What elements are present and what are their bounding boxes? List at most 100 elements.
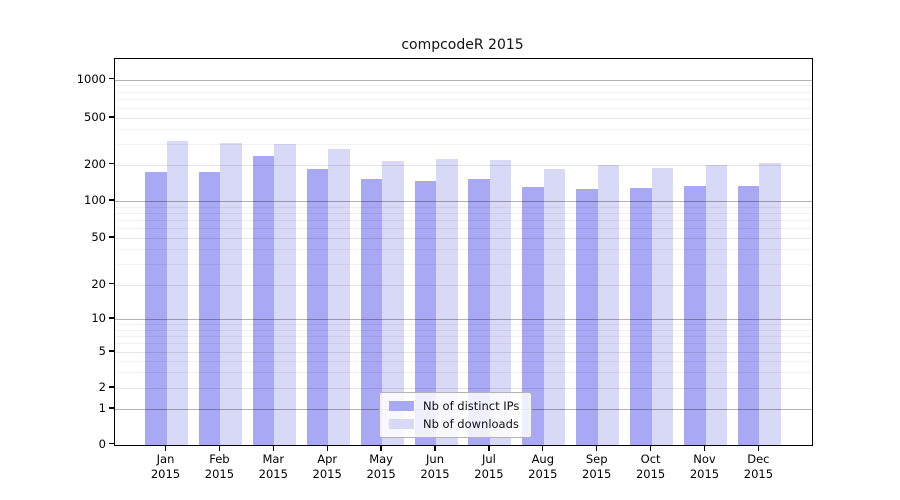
legend: Nb of distinct IPs Nb of downloads: [379, 392, 533, 438]
y-tick-label-100: 100: [84, 193, 106, 207]
grid-line-500: [115, 118, 812, 119]
y-tick-mark: [108, 282, 114, 285]
bar-distinct-ips-dec: [737, 185, 760, 445]
legend-item-downloads: Nb of downloads: [389, 417, 519, 431]
grid-line-100: [115, 201, 812, 202]
grid-line-1000: [115, 79, 812, 81]
grid-line-7: [115, 335, 812, 337]
x-tick-mark: [272, 445, 274, 451]
grid-line-6: [115, 343, 812, 345]
grid-line-70: [115, 220, 812, 222]
bar-distinct-ips-nov: [684, 186, 706, 445]
bar-distinct-ips-may: [360, 178, 383, 445]
x-tick-label-dec: Dec 2015: [743, 452, 774, 481]
x-tick-mark: [542, 445, 544, 451]
y-tick-label-2: 2: [98, 380, 106, 394]
x-tick-mark: [434, 445, 436, 451]
bar-downloads-aug: [543, 168, 566, 445]
y-tick-mark: [108, 199, 114, 201]
bar-downloads-dec: [759, 163, 781, 445]
grid-line-40: [115, 249, 812, 251]
grid-line-4: [115, 360, 812, 362]
legend-swatch-downloads-icon: [389, 419, 414, 429]
x-tick-mark: [757, 445, 760, 451]
plot-area: Nb of distinct IPs Nb of downloads: [114, 58, 813, 446]
bar-downloads-feb: [220, 142, 242, 445]
x-tick-label-nov: Nov 2015: [689, 452, 720, 481]
grid-line-5: [115, 352, 812, 353]
bar-distinct-ips-jun: [414, 180, 436, 445]
x-tick-mark: [326, 445, 328, 451]
y-tick-label-200: 200: [84, 156, 106, 171]
legend-item-distinct-ips: Nb of distinct IPs: [389, 399, 519, 413]
bar-distinct-ips-feb: [198, 171, 221, 445]
y-tick-mark: [108, 442, 114, 445]
y-tick-label-1: 1: [98, 401, 106, 415]
y-tick-label-0: 0: [98, 436, 106, 451]
x-tick-mark: [703, 445, 706, 451]
grid-line-20: [115, 284, 812, 286]
x-tick-label-apr: Apr 2015: [312, 452, 342, 481]
bar-downloads-jun: [436, 159, 458, 445]
bar-distinct-ips-mar: [252, 156, 275, 445]
grid-line-800: [115, 91, 812, 93]
bar-distinct-ips-jul: [468, 179, 490, 445]
bar-downloads-sep: [597, 165, 620, 445]
y-tick-label-1000: 1000: [76, 71, 106, 86]
y-tick-mark: [108, 386, 114, 388]
bar-distinct-ips-oct: [630, 188, 652, 445]
x-tick-mark: [596, 445, 598, 451]
grid-line-10: [115, 319, 812, 320]
bar-downloads-mar: [274, 144, 296, 445]
bars-layer: [115, 59, 812, 445]
grid-line-200: [115, 164, 812, 166]
legend-swatch-distinct-ips-icon: [389, 401, 414, 411]
bar-distinct-ips-sep: [576, 189, 598, 445]
x-tick-label-jul: Jul 2015: [474, 452, 504, 481]
bar-downloads-may: [382, 161, 404, 445]
x-tick-mark: [164, 445, 167, 451]
x-tick-label-jan: Jan 2015: [150, 452, 181, 481]
grid-line-400: [115, 129, 812, 131]
legend-label-distinct-ips: Nb of distinct IPs: [423, 399, 520, 413]
grid-line-3: [115, 372, 812, 374]
grid-line-60: [115, 228, 812, 230]
grid-line-90: [115, 206, 812, 208]
y-tick-mark: [108, 162, 114, 165]
grid-layer: [115, 59, 812, 445]
y-tick-mark: [108, 317, 114, 319]
bar-distinct-ips-jan: [145, 171, 167, 445]
bar-downloads-oct: [651, 168, 674, 445]
grid-line-300: [115, 143, 812, 145]
y-tick-label-20: 20: [91, 276, 106, 291]
bar-downloads-nov: [705, 164, 727, 445]
bar-distinct-ips-aug: [522, 187, 544, 445]
x-tick-label-mar: Mar 2015: [258, 452, 288, 481]
bar-distinct-ips-apr: [306, 168, 329, 445]
grid-line-700: [115, 99, 812, 101]
grid-line-30: [115, 263, 812, 265]
y-tick-label-5: 5: [98, 344, 106, 358]
y-tick-mark: [108, 116, 114, 118]
grid-line-2: [115, 388, 812, 389]
y-tick-mark: [108, 407, 114, 409]
grid-line-80: [115, 212, 812, 214]
grid-line-50: [115, 238, 812, 239]
bar-downloads-jul: [489, 160, 512, 445]
x-tick-label-aug: Aug 2015: [528, 452, 558, 481]
y-tick-mark: [108, 236, 114, 238]
x-tick-mark: [649, 445, 652, 451]
grid-line-9: [115, 324, 812, 326]
x-tick-mark: [218, 445, 221, 451]
y-tick-label-50: 50: [91, 230, 106, 244]
chart-title: compcodeR 2015: [401, 37, 524, 53]
y-tick-label-500: 500: [84, 110, 106, 124]
x-tick-label-oct: Oct 2015: [635, 452, 666, 481]
grid-line-900: [115, 85, 812, 87]
x-tick-label-may: May 2015: [366, 452, 396, 481]
x-tick-label-feb: Feb 2015: [204, 452, 235, 481]
bar-downloads-apr: [328, 148, 350, 445]
x-tick-mark: [380, 445, 382, 451]
x-tick-label-jun: Jun 2015: [420, 452, 450, 481]
